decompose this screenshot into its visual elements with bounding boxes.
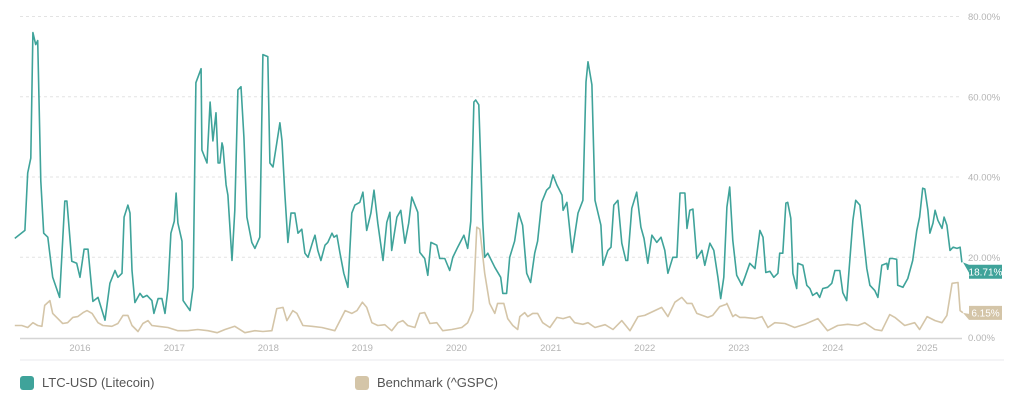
legend-label-ltc: LTC-USD (Litecoin)	[42, 375, 155, 390]
series-lines	[14, 31, 964, 334]
badge-background	[963, 262, 1002, 279]
badge-label: 18.71%	[969, 267, 1003, 278]
y-tick-label: 80.00%	[968, 12, 1001, 23]
legend-item-benchmark[interactable]: Benchmark (^GSPC)	[355, 375, 498, 390]
x-axis: 2016 2017 2018 2019 2020 2021 2022 2023 2024 2025	[20, 337, 1004, 361]
badge-label: 6.15%	[971, 308, 999, 319]
x-tick-label: 2020	[446, 343, 467, 354]
legend-swatch-ltc	[20, 375, 34, 390]
legend-item-ltc[interactable]: LTC-USD (Litecoin)	[20, 375, 154, 390]
gridlines	[20, 16, 962, 258]
x-tick-label: 2024	[822, 343, 843, 354]
y-tick-label: 20.00%	[968, 253, 1001, 264]
y-tick-label: 60.00%	[968, 92, 1001, 103]
x-tick-label: 2023	[728, 343, 749, 354]
x-tick-label: 2016	[69, 343, 90, 354]
benchmark-series-line	[14, 226, 964, 334]
legend-label-benchmark: Benchmark (^GSPC)	[377, 375, 498, 390]
x-tick-label: 2021	[540, 343, 561, 354]
x-tick-label: 2017	[164, 343, 185, 354]
x-tick-label: 2018	[258, 343, 279, 354]
x-tick-label: 2025	[917, 343, 938, 354]
legend-swatch-benchmark	[355, 375, 369, 390]
badge-background	[963, 305, 1002, 320]
benchmark-last-value-badge: 6.15%	[963, 305, 1002, 320]
ltc-last-value-badge: 18.71%	[963, 262, 1003, 279]
ltc-series-line	[14, 31, 963, 321]
last-value-badges: 6.15% 18.71%	[963, 262, 1003, 320]
y-tick-label: 40.00%	[968, 173, 1001, 184]
x-tick-label: 2022	[634, 343, 655, 354]
y-tick-label: 0.00%	[968, 333, 995, 344]
x-tick-label: 2019	[352, 343, 373, 354]
y-axis: 0.00% 20.00% 40.00% 60.00% 80.00%	[968, 12, 1001, 344]
